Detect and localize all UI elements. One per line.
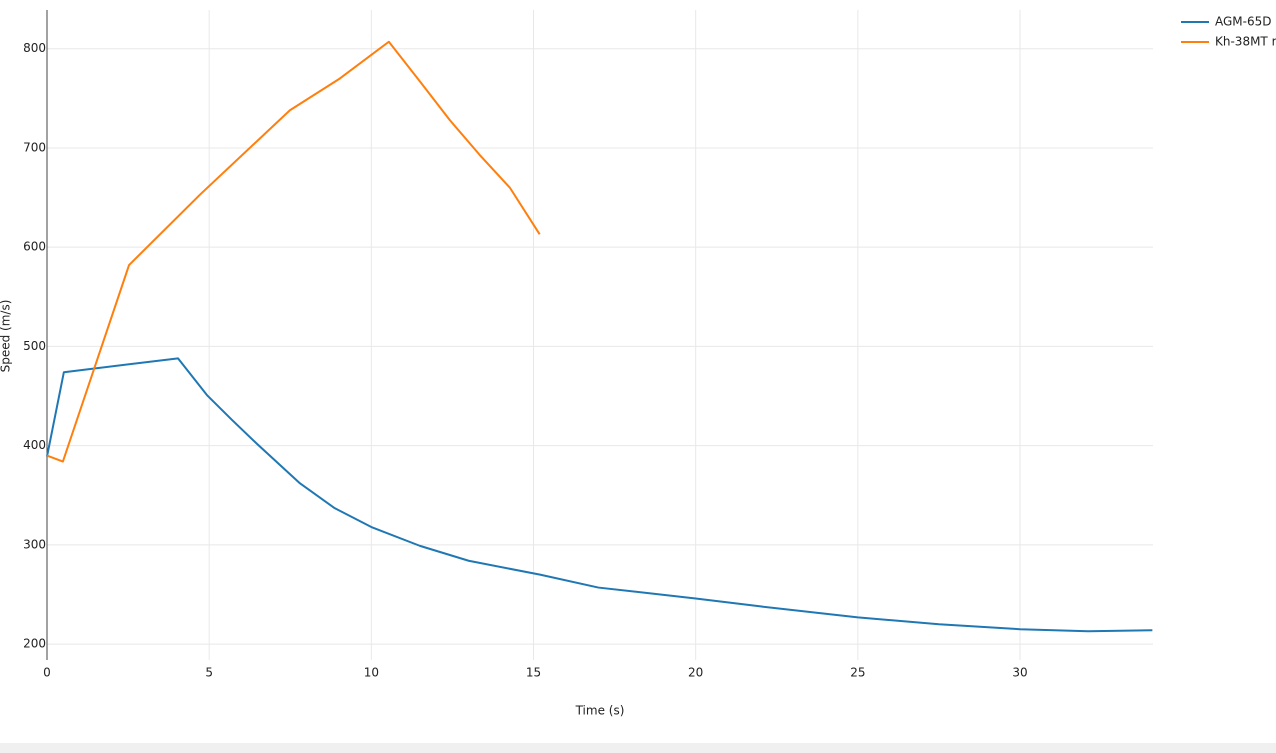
- y-tick-label: 600: [23, 240, 46, 254]
- y-tick-label: 200: [23, 637, 46, 651]
- y-tick-label: 700: [23, 140, 46, 154]
- legend-label: Kh-38MT m: [1215, 35, 1276, 49]
- x-tick-label: 30: [1012, 666, 1027, 680]
- x-tick-label: 5: [205, 666, 213, 680]
- footer-bar: [0, 743, 1276, 753]
- x-tick-label: 10: [364, 666, 379, 680]
- y-axis-label: Speed (m/s): [0, 300, 13, 373]
- x-tick-label: 15: [526, 666, 541, 680]
- y-tick-label: 400: [23, 438, 46, 452]
- y-tick-label: 800: [23, 41, 46, 55]
- series-line: [46, 40, 541, 463]
- x-tick-label: 25: [850, 666, 865, 680]
- series-line: [46, 357, 1153, 633]
- x-tick-label: 0: [43, 666, 51, 680]
- y-tick-label: 300: [23, 537, 46, 551]
- x-tick-label: 20: [688, 666, 703, 680]
- y-tick-label: 500: [23, 339, 46, 353]
- x-axis-label: Time (s): [575, 704, 625, 718]
- legend-label: AGM-65D a: [1215, 15, 1276, 29]
